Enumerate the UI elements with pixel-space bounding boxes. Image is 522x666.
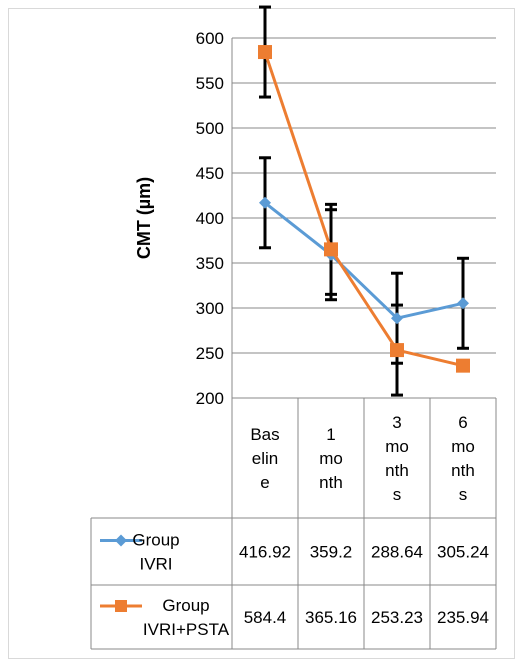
table-value: 359.2 (310, 543, 353, 562)
gridlines (232, 37, 496, 354)
legend-series-name: Group (132, 531, 179, 550)
data-point (456, 358, 470, 373)
y-axis-label: CMT (µm) (134, 177, 154, 259)
x-category-label: mo (385, 437, 409, 456)
y-tick-label: 250 (196, 344, 224, 363)
data-point (324, 242, 338, 257)
y-tick-label: 400 (196, 209, 224, 228)
series-line (264, 201, 464, 320)
x-category-label: 6 (458, 413, 467, 432)
legend-key-marker (115, 600, 127, 612)
data-point (258, 45, 272, 60)
legend-series-name: IVRI (139, 555, 172, 574)
y-tick-label: 500 (196, 119, 224, 138)
y-tick-label: 600 (196, 29, 224, 48)
x-category-label: s (459, 485, 468, 504)
y-tick-label: 550 (196, 74, 224, 93)
legend-series-name: Group (162, 596, 209, 615)
data-table: Bas elin e 1 mo nth 3 mo nth s 6 mo nth s Group IVRI 416… (90, 397, 497, 650)
y-axis: 200 250 300 350 400 450 500 550 600 (196, 29, 233, 408)
x-category-label: nth (385, 461, 409, 480)
table-value: 235.94 (437, 608, 489, 627)
x-category-label: nth (451, 461, 475, 480)
y-tick-label: 450 (196, 164, 224, 183)
x-category-label: e (260, 473, 269, 492)
data-point (457, 297, 469, 310)
series-plot (258, 45, 470, 373)
x-category-label: Bas (250, 425, 279, 444)
data-point (259, 196, 271, 209)
table-value: 416.92 (239, 543, 291, 562)
x-category-label: mo (451, 437, 475, 456)
table-value: 365.16 (305, 608, 357, 627)
data-point (391, 312, 403, 325)
legend-key-marker (115, 534, 127, 547)
x-category-label: 1 (326, 425, 335, 444)
y-tick-label: 200 (196, 389, 224, 408)
x-category-label: 3 (392, 413, 401, 432)
legend-series-name: IVRI+PSTA (143, 620, 230, 639)
table-value: 288.64 (371, 543, 423, 562)
y-tick-label: 300 (196, 299, 224, 318)
x-category-label: nth (319, 473, 343, 492)
x-category-label: s (393, 485, 402, 504)
x-category-label: elin (252, 449, 278, 468)
table-value: 305.24 (437, 543, 489, 562)
x-category-label: mo (319, 449, 343, 468)
table-value: 253.23 (371, 608, 423, 627)
y-tick-label: 350 (196, 254, 224, 273)
series-line (263, 51, 464, 368)
data-point (390, 343, 404, 358)
table-value: 584.4 (244, 608, 287, 627)
